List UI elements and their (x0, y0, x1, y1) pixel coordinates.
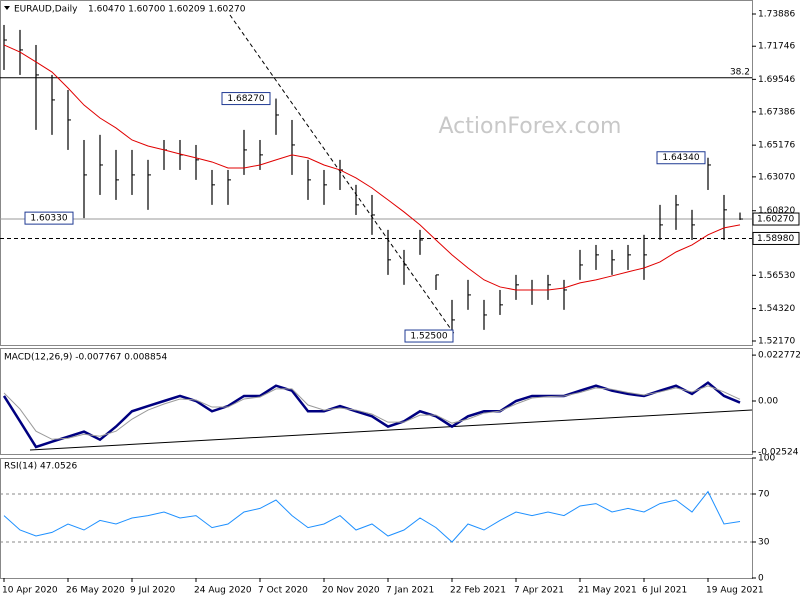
y-tick-label: 1.65176 (758, 141, 795, 151)
x-tick-label: 10 Apr 2020 (2, 586, 58, 596)
y-tick-label: -0.02524 (758, 447, 799, 457)
x-tick-label: 7 Oct 2020 (258, 586, 308, 596)
watermark: ActionForex.com (439, 114, 622, 139)
y-tick-label: 1.67386 (758, 107, 795, 117)
price-tag-label: 1.60270 (757, 215, 794, 225)
level-box-label: 1.52500 (410, 332, 447, 342)
trend-line (229, 14, 456, 336)
rsi-title: RSI(14) 47.0526 (4, 462, 77, 472)
x-tick-label: 19 Aug 2021 (706, 586, 764, 596)
level-box (404, 329, 454, 343)
x-tick-label: 9 Jul 2020 (130, 586, 175, 596)
x-tick-label: 24 Aug 2020 (194, 586, 252, 596)
level-box (24, 211, 74, 225)
x-tick-label: 26 May 2020 (66, 586, 125, 596)
y-tick-label: 0.022772 (758, 351, 800, 361)
y-tick-label: 1.69546 (758, 75, 795, 85)
y-tick-label: 0 (758, 574, 764, 584)
menu-arrow[interactable] (4, 6, 10, 10)
y-tick-label: 0.00 (758, 397, 778, 407)
y-tick-label: 1.60820 (758, 206, 795, 216)
rsi-panel (0, 458, 753, 579)
x-tick-label: 21 May 2021 (578, 586, 637, 596)
price-panel (0, 0, 753, 346)
macd-title: MACD(12,26,9) -0.007767 0.008854 (4, 353, 167, 363)
x-tick-label: 6 Jul 2021 (642, 586, 687, 596)
y-tick-label: 1.54320 (758, 304, 795, 314)
y-tick-label: 1.56530 (758, 271, 795, 281)
y-tick-label: 30 (758, 538, 770, 548)
indicator-line (3, 385, 741, 440)
level-box (221, 92, 271, 106)
y-tick-label: 1.52170 (758, 336, 795, 346)
y-tick-label: 1.63070 (758, 172, 795, 182)
x-tick-label: 7 Jan 2021 (386, 586, 434, 596)
symbol-title: EURAUD,Daily (14, 5, 78, 15)
level-box-label: 1.64340 (662, 153, 699, 163)
x-tick-label: 22 Feb 2021 (450, 586, 506, 596)
level-box-label: 1.68270 (227, 94, 264, 104)
x-tick-label: 20 Nov 2020 (322, 586, 380, 596)
quote: 1.60470 1.60700 1.60209 1.60270 (88, 5, 246, 15)
x-tick-label: 7 Apr 2021 (514, 586, 564, 596)
y-tick-label: 100 (758, 454, 775, 464)
y-tick-label: 70 (758, 490, 770, 500)
indicator-line (2, 381, 741, 449)
level-box (656, 151, 706, 165)
price-tag (752, 212, 800, 226)
price-tag-label: 1.58980 (757, 234, 794, 244)
indicator-line (3, 490, 741, 543)
y-tick-label: 1.71746 (758, 42, 795, 52)
y-tick-label: 1.73886 (758, 10, 795, 20)
price-tag (752, 231, 800, 245)
moving-average (3, 44, 741, 291)
macd-trend-line (29, 409, 753, 451)
level-box-label: 1.60330 (30, 214, 67, 224)
fib-label: 38.2 (730, 67, 750, 77)
